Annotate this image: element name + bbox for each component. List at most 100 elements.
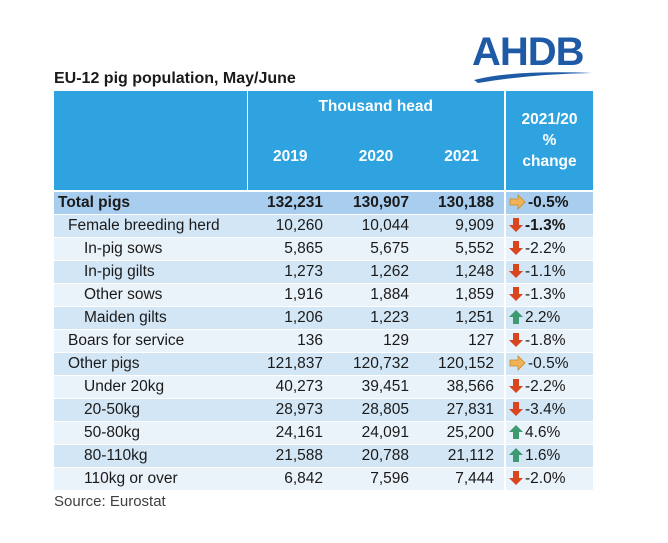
- row-label: Other pigs: [54, 352, 247, 376]
- change-cell: 2.2%: [504, 306, 593, 330]
- value-2019: 136: [247, 329, 333, 353]
- row-label: Under 20kg: [54, 375, 247, 399]
- value-2019: 21,588: [247, 444, 333, 468]
- change-cell: -0.5%: [504, 190, 593, 215]
- change-value: -1.3%: [525, 286, 566, 303]
- change-cell: -1.1%: [504, 260, 593, 284]
- row-label: Total pigs: [54, 190, 247, 215]
- year-header-2020: 2020: [333, 123, 419, 191]
- row-label: 110kg or over: [54, 467, 247, 491]
- change-cell: -2.2%: [504, 375, 593, 399]
- change-value: -2.2%: [525, 378, 566, 395]
- change-cell: -2.2%: [504, 237, 593, 261]
- thousand-head-header: Thousand head: [247, 91, 505, 123]
- change-header-line-1: 2021/20: [521, 111, 578, 128]
- value-2021: 9,909: [419, 214, 505, 238]
- row-label: In-pig sows: [54, 237, 247, 261]
- change-header-line-2: %: [542, 132, 557, 149]
- red-down-arrow-icon: [509, 471, 523, 485]
- value-2020: 129: [333, 329, 419, 353]
- table-title: EU-12 pig population, May/June: [54, 70, 296, 87]
- row-label: Boars for service: [54, 329, 247, 353]
- value-2021: 5,552: [419, 237, 505, 261]
- row-label: 50-80kg: [54, 421, 247, 445]
- red-down-arrow-icon: [509, 379, 523, 393]
- value-2020: 120,732: [333, 352, 419, 376]
- change-value: -2.2%: [525, 240, 566, 257]
- table-row: Boars for service 136 129 127 -1.8%: [54, 329, 593, 353]
- value-2021: 1,251: [419, 306, 505, 330]
- table-row: In-pig gilts 1,273 1,262 1,248 -1.1%: [54, 260, 593, 284]
- row-label: Other sows: [54, 283, 247, 307]
- orange-right-arrow-icon: [509, 194, 526, 210]
- change-value: -3.4%: [525, 401, 566, 418]
- change-cell: -0.5%: [504, 352, 593, 376]
- change-value: 2.2%: [525, 309, 561, 326]
- value-2021: 120,152: [419, 352, 505, 376]
- table-row: Under 20kg 40,273 39,451 38,566 -2.2%: [54, 375, 593, 399]
- table-row: In-pig sows 5,865 5,675 5,552 -2.2%: [54, 237, 593, 261]
- value-2019: 5,865: [247, 237, 333, 261]
- change-cell: -1.3%: [504, 283, 593, 307]
- table-row: Other pigs 121,837 120,732 120,152 -0.5%: [54, 352, 593, 376]
- table-row: 110kg or over 6,842 7,596 7,444 -2.0%: [54, 467, 593, 491]
- change-cell: -1.3%: [504, 214, 593, 238]
- value-2019: 24,161: [247, 421, 333, 445]
- year-header-2019: 2019: [247, 123, 333, 191]
- ahdb-logo: AHDB: [472, 30, 594, 86]
- change-cell: -3.4%: [504, 398, 593, 422]
- change-value: -1.1%: [525, 263, 566, 280]
- value-2021: 38,566: [419, 375, 505, 399]
- value-2020: 10,044: [333, 214, 419, 238]
- table-row: Total pigs 132,231 130,907 130,188 -0.5%: [54, 190, 593, 215]
- value-2021: 127: [419, 329, 505, 353]
- change-header-line-3: change: [522, 153, 577, 170]
- year-header-2021: 2021: [419, 123, 505, 191]
- value-2021: 25,200: [419, 421, 505, 445]
- source-note: Source: Eurostat: [54, 493, 166, 510]
- value-2020: 1,223: [333, 306, 419, 330]
- table-row: 20-50kg 28,973 28,805 27,831 -3.4%: [54, 398, 593, 422]
- header-blank: [54, 91, 248, 191]
- value-2019: 6,842: [247, 467, 333, 491]
- red-down-arrow-icon: [509, 241, 523, 255]
- change-value: -1.3%: [525, 217, 566, 234]
- table-row: Maiden gilts 1,206 1,223 1,251 2.2%: [54, 306, 593, 330]
- value-2020: 28,805: [333, 398, 419, 422]
- change-cell: -1.8%: [504, 329, 593, 353]
- row-label: Female breeding herd: [54, 214, 247, 238]
- value-2021: 7,444: [419, 467, 505, 491]
- value-2019: 10,260: [247, 214, 333, 238]
- orange-right-arrow-icon: [509, 355, 526, 371]
- green-up-arrow-icon: [509, 310, 523, 324]
- value-2020: 24,091: [333, 421, 419, 445]
- value-2019: 132,231: [247, 190, 333, 215]
- value-2020: 5,675: [333, 237, 419, 261]
- row-label: 20-50kg: [54, 398, 247, 422]
- change-cell: 4.6%: [504, 421, 593, 445]
- change-cell: -2.0%: [504, 467, 593, 491]
- value-2021: 1,859: [419, 283, 505, 307]
- logo-text: AHDB: [472, 30, 585, 74]
- value-2019: 1,916: [247, 283, 333, 307]
- value-2019: 40,273: [247, 375, 333, 399]
- value-2019: 1,273: [247, 260, 333, 284]
- change-header: 2021/20 % change: [504, 91, 593, 191]
- change-value: 4.6%: [525, 424, 561, 441]
- green-up-arrow-icon: [509, 448, 523, 462]
- value-2019: 28,973: [247, 398, 333, 422]
- pig-population-table: Thousand head 2021/20 % change 2019 2020…: [54, 91, 593, 491]
- value-2021: 21,112: [419, 444, 505, 468]
- change-value: -0.5%: [528, 194, 569, 211]
- red-down-arrow-icon: [509, 333, 523, 347]
- value-2019: 1,206: [247, 306, 333, 330]
- change-value: -1.8%: [525, 332, 566, 349]
- value-2020: 20,788: [333, 444, 419, 468]
- table-row: Female breeding herd 10,260 10,044 9,909 -1.…: [54, 214, 593, 238]
- table-row: 50-80kg 24,161 24,091 25,200 4.6%: [54, 421, 593, 445]
- value-2021: 1,248: [419, 260, 505, 284]
- red-down-arrow-icon: [509, 287, 523, 301]
- value-2021: 130,188: [419, 190, 505, 215]
- row-label: 80-110kg: [54, 444, 247, 468]
- row-label: In-pig gilts: [54, 260, 247, 284]
